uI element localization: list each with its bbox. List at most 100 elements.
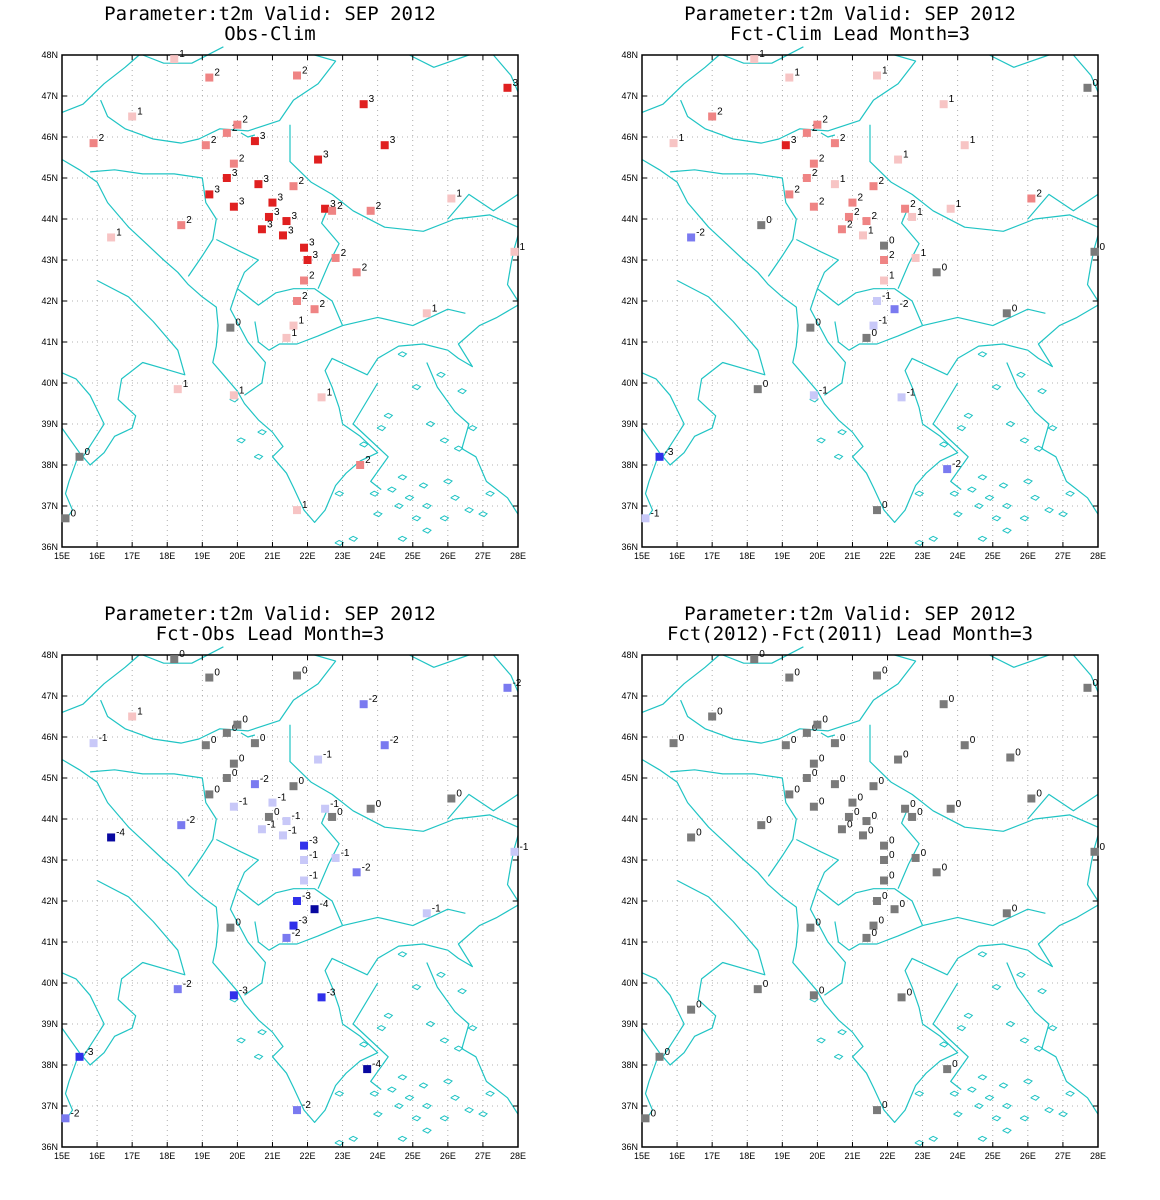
map-panel-obs-clim: Parameter:t2m Valid: SEP 2012 Obs-Clim 1… — [0, 0, 540, 590]
coastline — [641, 1027, 661, 1121]
station-marker — [880, 876, 889, 885]
station-value-label: 1 — [921, 248, 927, 259]
y-tick-label: 38N — [621, 460, 638, 470]
island — [376, 425, 387, 432]
station-value-label: 3 — [330, 199, 336, 210]
y-tick-label: 47N — [621, 691, 638, 701]
station-marker — [946, 804, 955, 813]
station-marker — [880, 256, 889, 264]
station-value-label: 1 — [889, 271, 895, 282]
station-marker — [802, 728, 811, 737]
station-value-label: 0 — [239, 754, 245, 765]
station-value-label: 0 — [1099, 242, 1105, 253]
island — [939, 1041, 949, 1048]
coastline — [352, 382, 389, 491]
station-value-label: 0 — [819, 797, 825, 808]
station-value-label: 0 — [211, 735, 217, 746]
island — [1002, 1102, 1012, 1110]
station-value-label: 2 — [211, 135, 217, 146]
island — [457, 988, 467, 995]
station-value-label: 1 — [116, 227, 122, 238]
station-marker — [939, 700, 948, 709]
island — [977, 535, 988, 542]
island — [991, 384, 1002, 391]
station-value-label: 2 — [365, 455, 371, 466]
x-tick-label: 19E — [194, 551, 210, 561]
island — [1037, 388, 1047, 395]
station-marker — [264, 812, 273, 821]
station-marker — [781, 141, 790, 150]
island — [397, 351, 408, 358]
station-value-label: 0 — [766, 215, 772, 226]
station-marker — [809, 202, 818, 211]
station-value-label: 3 — [313, 250, 319, 261]
coastline — [1086, 835, 1099, 902]
station-value-label: -1 — [882, 291, 891, 302]
station-marker — [844, 212, 853, 221]
station-marker — [289, 182, 298, 191]
island — [425, 1020, 436, 1028]
y-tick-label: 39N — [41, 419, 58, 429]
station-marker — [321, 204, 330, 213]
panel-title: Parameter:t2m Valid: SEP 2012 — [104, 603, 436, 625]
station-value-label: 3 — [323, 150, 329, 161]
station-value-label: -1 — [879, 316, 888, 327]
coastline — [506, 835, 519, 902]
station-value-label: -1 — [651, 508, 660, 519]
station-marker — [205, 673, 214, 682]
station-value-label: 1 — [949, 94, 955, 105]
y-tick-label: 42N — [621, 896, 638, 906]
y-tick-label: 46N — [41, 732, 58, 742]
island — [1002, 1127, 1012, 1134]
island — [998, 482, 1009, 489]
station-value-label: 0 — [71, 508, 77, 519]
island — [914, 1090, 925, 1097]
station-marker — [669, 739, 678, 748]
station-value-label: 2 — [302, 66, 308, 77]
station-marker — [282, 933, 291, 942]
station-marker — [1090, 847, 1099, 856]
coastline — [61, 758, 519, 1123]
station-marker — [943, 465, 952, 474]
coastline — [289, 724, 519, 832]
station-marker — [222, 174, 231, 182]
island — [1023, 478, 1033, 485]
x-tick-label: 19E — [774, 1151, 790, 1161]
coastline — [897, 806, 920, 889]
island — [236, 1037, 246, 1044]
station-value-label: 2 — [239, 154, 245, 165]
y-tick-label: 38N — [41, 1060, 58, 1070]
station-marker — [222, 728, 231, 737]
station-value-label: 0 — [651, 1108, 657, 1119]
y-tick-label: 47N — [41, 91, 58, 101]
station-marker — [363, 1065, 372, 1074]
station-value-label: 2 — [186, 215, 192, 226]
station-marker — [641, 514, 650, 523]
y-tick-label: 36N — [621, 1142, 638, 1152]
island — [418, 482, 429, 489]
panel-title: Parameter:t2m Valid: SEP 2012 — [104, 3, 436, 25]
island — [914, 1139, 925, 1146]
station-marker — [669, 139, 678, 148]
station-value-label: 2 — [309, 271, 315, 282]
x-tick-label: 21E — [844, 551, 860, 561]
station-marker — [880, 841, 889, 850]
station-marker — [708, 112, 717, 121]
station-value-label: 0 — [235, 318, 241, 329]
x-tick-label: 15E — [634, 551, 650, 561]
island — [816, 1037, 826, 1044]
station-marker — [802, 774, 811, 782]
station-marker — [314, 755, 323, 764]
station-marker — [890, 905, 899, 914]
station-value-label: 0 — [794, 668, 800, 679]
station-value-label: 0 — [949, 694, 955, 705]
island — [439, 515, 450, 522]
coastline — [240, 132, 256, 138]
station-marker — [869, 321, 878, 330]
island — [394, 1102, 404, 1110]
station-marker — [943, 1065, 952, 1074]
island — [914, 539, 925, 546]
x-tick-label: 24E — [950, 1151, 966, 1161]
station-marker — [222, 774, 231, 782]
island — [1065, 1090, 1075, 1097]
